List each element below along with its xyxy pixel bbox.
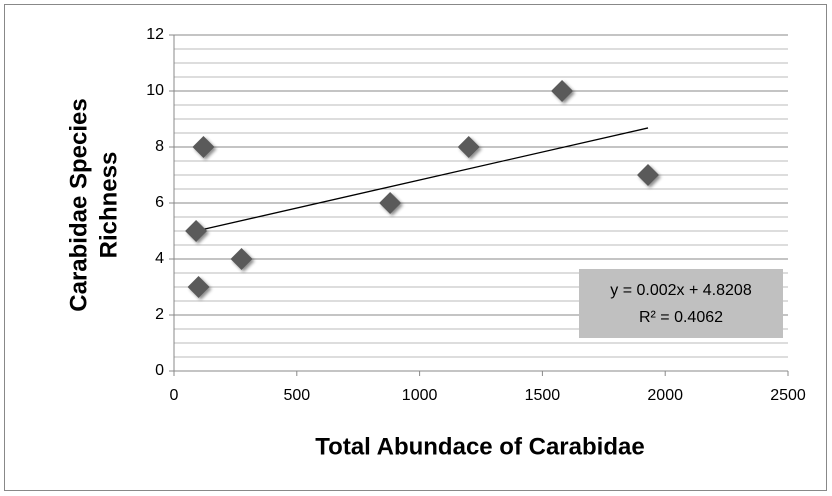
y-tick-label: 2 [155, 306, 164, 323]
y-axis-title: Richness [95, 152, 122, 259]
y-axis-title: Carabidae Species [65, 98, 92, 311]
point [457, 136, 480, 158]
point [551, 80, 574, 102]
trend-r2: R² = 0.4062 [639, 309, 723, 326]
trendline [195, 127, 649, 232]
x-tick-label: 2500 [770, 387, 806, 404]
point [230, 248, 253, 270]
x-tick-label: 0 [170, 387, 179, 404]
trend-equation: y = 0.002x + 4.8208 [610, 282, 752, 299]
y-tick-label: 10 [146, 82, 164, 99]
point [185, 220, 208, 242]
chart-border [4, 4, 827, 491]
x-tick-label: 1000 [402, 387, 438, 404]
x-tick-label: 500 [283, 387, 310, 404]
y-tick-label: 6 [155, 194, 164, 211]
point [192, 136, 215, 158]
y-tick-label: 8 [155, 138, 164, 155]
y-tick-label: 0 [155, 362, 164, 379]
x-tick-label: 1500 [525, 387, 561, 404]
equation-box [579, 269, 783, 338]
point [187, 276, 210, 298]
y-tick-label: 4 [155, 250, 164, 267]
x-axis-title: Total Abundace of Carabidae [315, 433, 644, 460]
x-tick-label: 2000 [647, 387, 683, 404]
y-tick-label: 12 [146, 26, 164, 43]
point [637, 164, 660, 186]
point [379, 192, 402, 214]
